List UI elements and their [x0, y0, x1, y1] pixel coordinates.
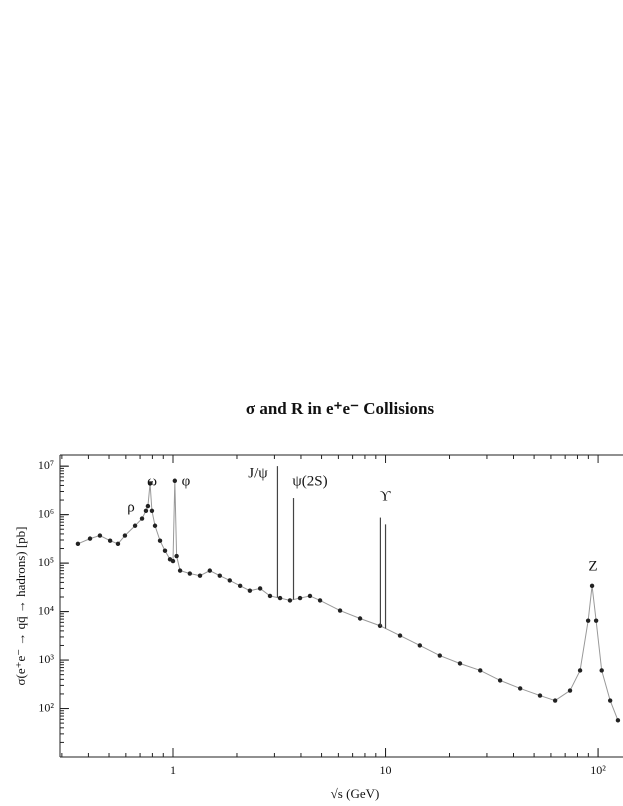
data-point: [132, 523, 138, 528]
x-tick-label: 1: [170, 763, 176, 777]
data-point: [437, 653, 442, 658]
data-point: [277, 595, 283, 601]
data-point: [152, 523, 158, 528]
data-point: [599, 668, 604, 673]
data-point: [287, 598, 293, 603]
data-point: [87, 536, 93, 541]
resonance-label: ρ: [127, 499, 135, 515]
y-tick-label: 10²: [38, 700, 54, 714]
y-tick-label: 10⁵: [38, 555, 54, 569]
x-axis-label: √s (GeV): [331, 786, 380, 801]
data-point: [552, 698, 558, 703]
data-point: [97, 533, 103, 538]
data-point: [172, 478, 178, 483]
data-curve: [77, 480, 619, 721]
data-point: [417, 643, 423, 648]
data-point: [517, 686, 523, 691]
y-tick-label: 10⁷: [38, 458, 54, 472]
data-point: [207, 568, 213, 573]
data-point: [177, 568, 183, 573]
data-point: [170, 558, 176, 564]
data-point: [139, 516, 145, 521]
data-point: [337, 608, 343, 613]
y-tick-label: 10⁶: [38, 506, 54, 520]
data-point: [267, 593, 273, 599]
data-point: [115, 541, 121, 547]
resonance-label: ψ(2S): [292, 473, 327, 489]
data-point: [237, 583, 243, 589]
resonance-label: φ: [182, 473, 191, 489]
data-point: [157, 538, 163, 543]
data-point: [589, 583, 595, 589]
data-point: [247, 588, 253, 593]
data-point: [187, 571, 193, 576]
data-point: [122, 533, 128, 538]
data-point: [537, 693, 543, 698]
data-point: [307, 593, 313, 599]
x-tick-label: 10: [380, 763, 392, 777]
data-point: [478, 668, 483, 673]
data-point: [357, 616, 363, 621]
data-point: [217, 573, 222, 578]
chart-title: σ and R in e⁺e⁻ Collisions: [246, 399, 435, 418]
data-point: [317, 598, 323, 603]
resonance-label: Z: [588, 558, 597, 574]
data-point: [497, 678, 503, 683]
data-point: [145, 503, 151, 509]
data-point: [567, 688, 573, 693]
data-point: [593, 618, 599, 623]
data-point: [227, 578, 232, 583]
data-point: [607, 698, 613, 703]
y-axis-label: σ(e⁺e⁻ → qq̄ → hadrons) [pb]: [13, 527, 28, 686]
resonance-label: J/ψ: [248, 465, 268, 481]
x-tick-label: 10²: [590, 763, 606, 777]
data-point: [162, 548, 168, 553]
data-point: [457, 661, 463, 666]
data-point: [107, 538, 113, 543]
data-point: [147, 481, 153, 486]
data-point: [149, 508, 155, 514]
data-point: [143, 508, 149, 514]
data-point: [197, 573, 203, 578]
data-point: [75, 541, 81, 547]
data-point: [615, 718, 621, 723]
data-point: [174, 553, 179, 559]
resonance-label: ω: [147, 473, 157, 489]
data-point: [585, 618, 591, 623]
resonance-label: ϒ: [380, 488, 391, 504]
data-point: [257, 586, 263, 591]
data-point: [577, 668, 583, 673]
data-point: [397, 633, 403, 638]
y-tick-label: 10³: [38, 652, 54, 666]
y-tick-label: 10⁴: [38, 603, 54, 617]
data-point: [297, 595, 303, 601]
